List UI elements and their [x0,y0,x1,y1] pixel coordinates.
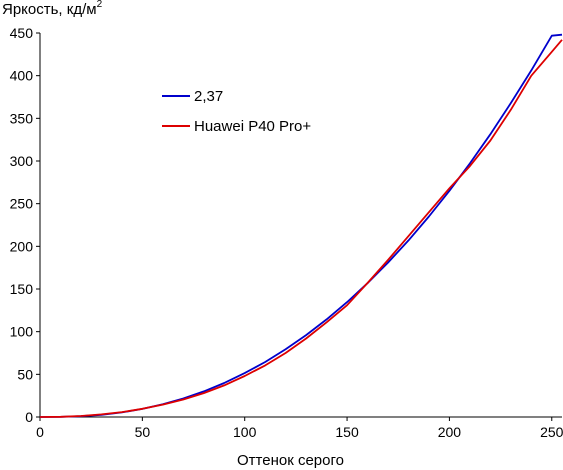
y-tick-label: 400 [10,68,34,84]
legend: 2,37 Huawei P40 Pro+ [162,88,311,135]
y-axis-label: Яркость, кд/м2 [2,0,103,18]
series-line-1 [39,33,563,418]
y-tick-label: 50 [17,366,33,382]
x-tick-label: 50 [135,424,151,440]
x-tick-label: 0 [36,424,44,440]
x-tick-label: 250 [540,424,563,440]
series-line-2 [39,39,563,418]
y-tick-label: 300 [10,153,34,169]
y-tick-label: 350 [10,110,34,126]
x-tick-label: 200 [438,424,462,440]
x-tick-label: 100 [233,424,257,440]
plot-lines [39,33,563,418]
y-tick-label: 450 [10,25,34,41]
y-tick-label: 0 [25,409,33,425]
y-tick-label: 100 [10,324,34,340]
x-axis-label: Оттенок серого [237,452,344,469]
y-tick-label: 150 [10,281,34,297]
legend-label-1: 2,37 [194,88,223,105]
y-tick-label: 250 [10,196,34,212]
x-tick-label: 150 [335,424,359,440]
y-tick-label: 200 [10,238,34,254]
axes: 0 50 100 150 200 250 300 350 400 450 0 50 100 150 200 2… [10,25,563,440]
legend-label-2: Huawei P40 Pro+ [194,118,311,135]
